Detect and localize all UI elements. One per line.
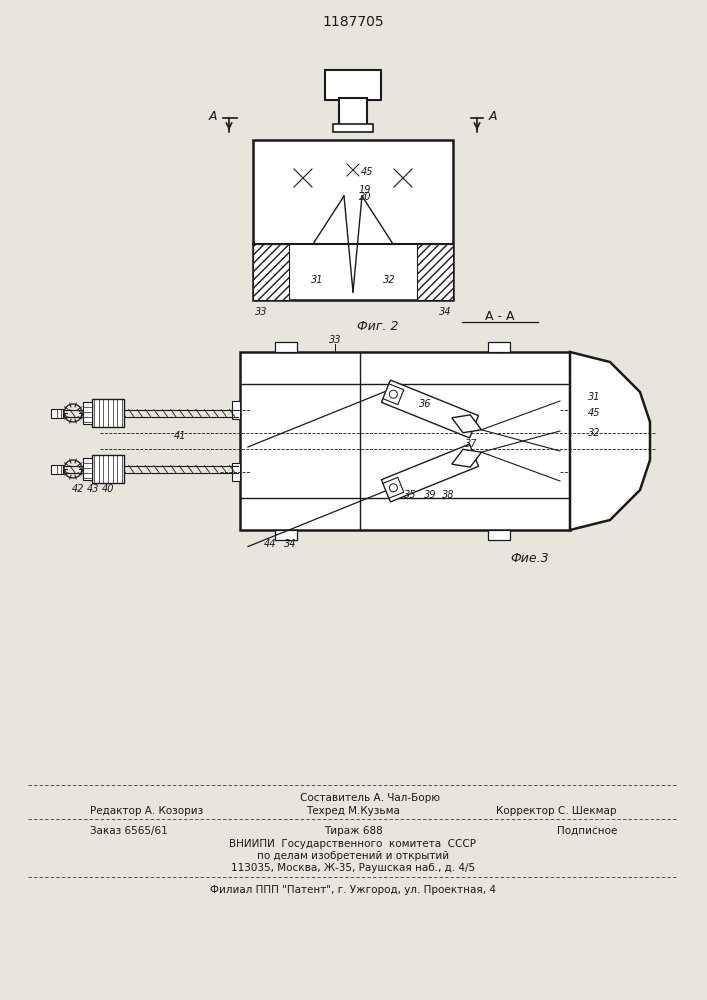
Polygon shape <box>382 444 479 502</box>
Text: 45: 45 <box>588 408 600 418</box>
Text: 31: 31 <box>310 275 323 285</box>
Polygon shape <box>452 415 481 433</box>
Text: Филиал ППП "Патент", г. Ужгород, ул. Проектная, 4: Филиал ППП "Патент", г. Ужгород, ул. Про… <box>210 885 496 895</box>
Bar <box>240 352 570 530</box>
Text: Редактор А. Козориз: Редактор А. Козориз <box>90 806 203 816</box>
Text: 35: 35 <box>404 490 416 500</box>
Polygon shape <box>383 477 404 498</box>
Bar <box>232 463 240 481</box>
Text: A: A <box>489 109 497 122</box>
Bar <box>325 70 381 100</box>
Text: 31: 31 <box>588 392 600 402</box>
Text: 33: 33 <box>255 307 267 317</box>
Text: Корректор С. Шекмар: Корректор С. Шекмар <box>496 806 617 816</box>
Text: 38: 38 <box>442 490 455 500</box>
Text: 36: 36 <box>419 399 431 409</box>
Bar <box>83 402 92 424</box>
Text: 32: 32 <box>588 428 600 438</box>
Text: 19: 19 <box>359 185 371 195</box>
Text: ВНИИПИ  Государственного  комитета  СССР: ВНИИПИ Государственного комитета СССР <box>230 839 477 849</box>
Bar <box>417 244 453 300</box>
Bar <box>92 455 124 483</box>
Text: 39: 39 <box>423 490 436 500</box>
Text: Тираж 688: Тираж 688 <box>324 826 382 836</box>
Bar <box>488 530 510 540</box>
Text: 41: 41 <box>174 431 186 441</box>
Polygon shape <box>382 380 479 438</box>
Text: 34: 34 <box>439 307 451 317</box>
Text: 1187705: 1187705 <box>322 15 384 29</box>
Text: Техред М.Кузьма: Техред М.Кузьма <box>306 806 400 816</box>
Bar <box>275 342 297 352</box>
Bar <box>275 530 297 540</box>
Bar <box>253 140 453 300</box>
Text: 42: 42 <box>71 484 84 494</box>
Text: Подписное: Подписное <box>556 826 617 836</box>
Bar <box>51 464 63 474</box>
Bar <box>333 124 373 132</box>
Bar <box>232 401 240 419</box>
Text: 43: 43 <box>87 484 99 494</box>
Text: Фие.3: Фие.3 <box>510 552 549 564</box>
Text: по делам изобретений и открытий: по делам изобретений и открытий <box>257 851 449 861</box>
Bar <box>51 408 63 418</box>
Text: Фиг. 2: Фиг. 2 <box>357 320 399 332</box>
Text: 44: 44 <box>264 539 276 549</box>
Bar <box>570 401 578 419</box>
Text: 32: 32 <box>383 275 395 285</box>
Text: 34: 34 <box>284 539 296 549</box>
Text: Заказ 6565/61: Заказ 6565/61 <box>90 826 168 836</box>
Bar <box>253 244 289 300</box>
Polygon shape <box>383 384 404 405</box>
Bar <box>488 342 510 352</box>
Bar <box>92 399 124 427</box>
Bar <box>570 463 578 481</box>
Text: Составитель А. Чал-Борю: Составитель А. Чал-Борю <box>300 793 440 803</box>
Polygon shape <box>570 352 650 530</box>
Text: 113035, Москва, Ж-35, Раушская наб., д. 4/5: 113035, Москва, Ж-35, Раушская наб., д. … <box>231 863 475 873</box>
Text: 40: 40 <box>102 484 115 494</box>
Text: A: A <box>209 109 217 122</box>
Text: 45: 45 <box>361 167 373 177</box>
Text: 20: 20 <box>359 192 371 202</box>
Text: 33: 33 <box>329 335 341 345</box>
Text: A - A: A - A <box>485 310 515 322</box>
Bar <box>339 98 367 126</box>
Polygon shape <box>452 449 481 467</box>
Bar <box>83 458 92 480</box>
Text: 37: 37 <box>465 439 478 449</box>
